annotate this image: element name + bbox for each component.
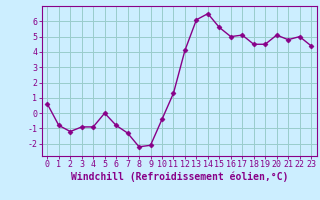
X-axis label: Windchill (Refroidissement éolien,°C): Windchill (Refroidissement éolien,°C) <box>70 172 288 182</box>
